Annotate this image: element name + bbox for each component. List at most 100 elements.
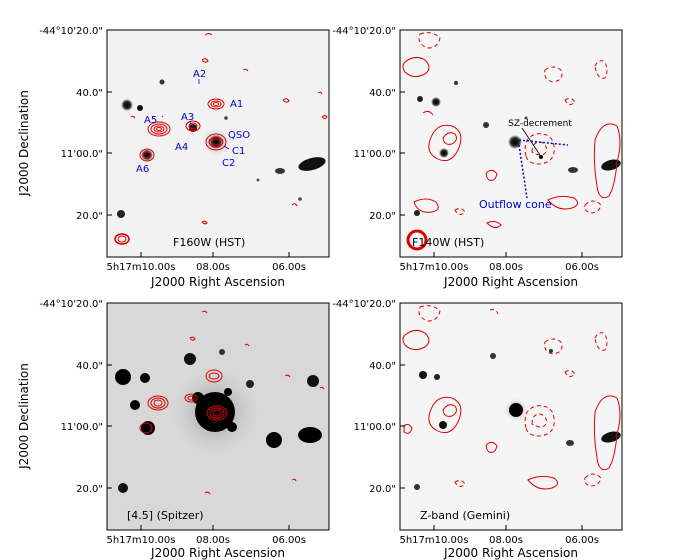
source (419, 371, 427, 379)
source (417, 96, 423, 102)
label-c1: C1 (232, 146, 245, 157)
source (568, 167, 578, 173)
source (130, 400, 140, 410)
panel-b: SZ-decrement Outflow cone F140W (HST) (399, 29, 623, 258)
x-tick-label: 08.00s (196, 535, 230, 546)
x-tick-label: 5h17m10.00s (106, 535, 175, 546)
source (246, 380, 254, 388)
x-tick-label: 08.00s (489, 535, 523, 546)
qso-source (209, 135, 223, 149)
source (549, 349, 553, 353)
source (307, 375, 319, 387)
source (483, 122, 489, 128)
qso-source (508, 135, 522, 149)
source (275, 168, 285, 174)
source (601, 431, 621, 443)
y-tick-label: 20.0" (76, 211, 103, 222)
source (256, 178, 260, 182)
source (431, 97, 441, 107)
panel-a-title: F160W (HST) (173, 236, 245, 249)
source (224, 116, 228, 120)
panel-d-title: Z-band (Gemini) (420, 509, 510, 522)
contours-d-negative (418, 305, 608, 488)
source (454, 81, 458, 85)
source (414, 210, 420, 216)
y-tick-label: 11'00.0" (354, 149, 396, 160)
label-sz-decrement: SZ-decrement (508, 119, 572, 129)
sz-leader (521, 127, 541, 156)
source (439, 421, 447, 429)
y-tick-label: 40.0" (369, 88, 396, 99)
y-tick-label: 40.0" (76, 361, 103, 372)
y-tick-label: -44°10'20.0" (39, 299, 103, 310)
label-a3: A3 (181, 112, 194, 123)
x-tick-label: 08.00s (196, 262, 230, 273)
panel-b-title: F140W (HST) (412, 236, 484, 249)
source (184, 353, 196, 365)
source (601, 159, 621, 171)
source (115, 369, 131, 385)
source (298, 197, 302, 201)
sz-point (539, 155, 543, 159)
panel-c-title: [4.5] (Spitzer) (127, 509, 204, 522)
x-axis-label: J2000 Right Ascension (150, 546, 285, 560)
y-tick-label: 11'00.0" (61, 149, 103, 160)
label-a5: A5 (144, 115, 157, 126)
x-tick-label: 5h17m10.00s (106, 262, 175, 273)
y-tick-label: 11'00.0" (61, 422, 103, 433)
contours-c (139, 310, 325, 495)
qso-source (509, 403, 523, 417)
beam-marker (406, 229, 428, 251)
label-a1: A1 (230, 99, 243, 110)
panel-c: [4.5] (Spitzer) (106, 302, 330, 531)
source (118, 483, 128, 493)
source (121, 99, 133, 111)
source (266, 432, 282, 448)
y-axis-label: J2000 Declination (17, 363, 31, 470)
y-tick-label: 11'00.0" (354, 422, 396, 433)
x-tick-label: 5h17m10.00s (399, 535, 468, 546)
label-a2: A2 (193, 69, 206, 80)
y-tick-label: -44°10'20.0" (332, 26, 396, 37)
label-leaders (161, 79, 230, 150)
y-tick-label: 40.0" (369, 361, 396, 372)
source (490, 353, 496, 359)
x-axis-label: J2000 Right Ascension (150, 275, 285, 289)
label-qso: QSO (228, 130, 250, 141)
outflow-cone (518, 139, 569, 199)
y-tick-label: 20.0" (76, 484, 103, 495)
source (524, 116, 528, 120)
y-tick-label: 20.0" (369, 484, 396, 495)
source (140, 373, 150, 383)
source (298, 157, 326, 171)
source (189, 124, 197, 132)
x-tick-label: 5h17m10.00s (399, 262, 468, 273)
label-a6: A6 (136, 164, 149, 175)
y-axis-label: J2000 Declination (17, 90, 31, 197)
y-tick-label: -44°10'20.0" (332, 299, 396, 310)
label-c2: C2 (222, 158, 235, 169)
source (298, 427, 322, 443)
panel-d: Z-band (Gemini) (399, 302, 623, 531)
source (566, 440, 574, 446)
source (141, 149, 153, 161)
y-tick-label: 20.0" (369, 211, 396, 222)
x-tick-label: 06.00s (565, 535, 599, 546)
tick-marks (107, 29, 583, 530)
y-tick-label: -44°10'20.0" (39, 26, 103, 37)
contours-b-negative (418, 32, 608, 216)
source (159, 79, 165, 85)
x-tick-label: 06.00s (272, 262, 306, 273)
qso-source (195, 392, 235, 432)
x-tick-label: 06.00s (272, 535, 306, 546)
source (434, 374, 440, 380)
panel-a: A2 A1 A5 A3 QSO A4 C1 C2 A6 F160W (HST) (106, 29, 330, 258)
x-tick-label: 06.00s (565, 262, 599, 273)
contours-a (114, 33, 328, 245)
source (141, 421, 155, 435)
source (439, 148, 449, 158)
x-axis-label: J2000 Right Ascension (443, 275, 578, 289)
source (137, 105, 143, 111)
contours-d (402, 329, 621, 490)
